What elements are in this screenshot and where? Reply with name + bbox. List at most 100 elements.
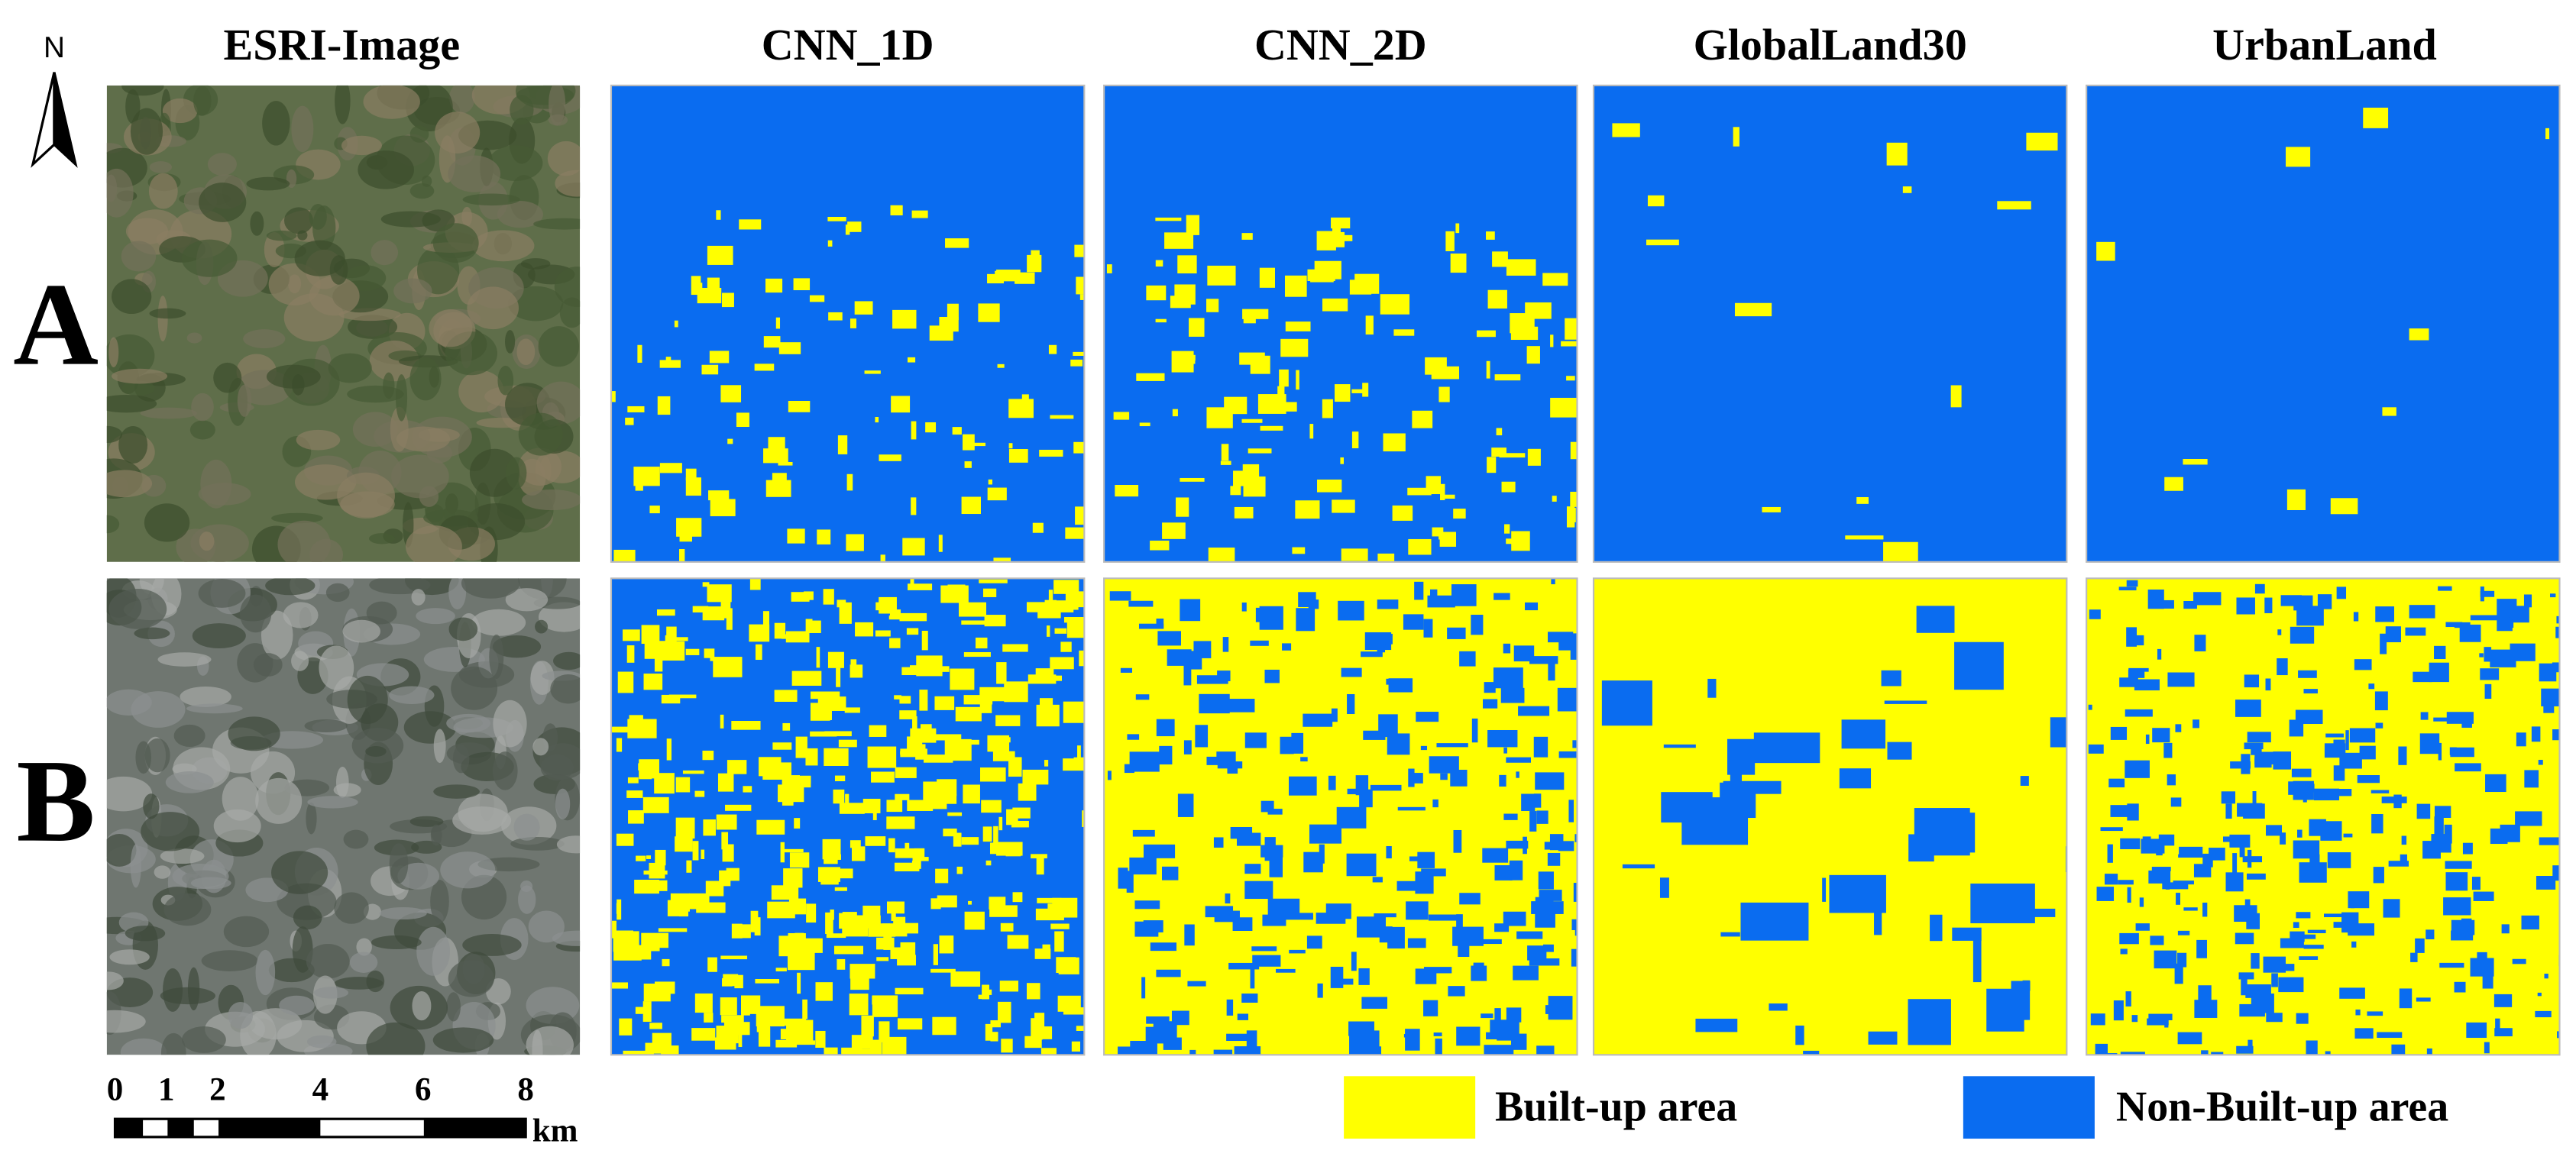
- map-patch: [1159, 745, 1173, 765]
- map-patch: [934, 696, 955, 710]
- map-patch: [1822, 877, 1827, 902]
- texture: [243, 329, 286, 349]
- panel-border: [2086, 577, 2561, 1056]
- map-patch: [1354, 273, 1380, 294]
- map-patch: [702, 582, 710, 587]
- texture: [368, 533, 395, 544]
- map-patch: [1332, 222, 1341, 239]
- texture: [510, 95, 534, 125]
- map-patch: [1077, 745, 1081, 764]
- map-patch: [2089, 609, 2101, 619]
- map-patch: [902, 538, 925, 556]
- map-patch: [2151, 867, 2171, 871]
- map-patch: [996, 662, 1007, 684]
- map-patch: [827, 704, 832, 720]
- map-patch: [765, 278, 783, 293]
- map-patch: [628, 810, 644, 824]
- panel-border: [1592, 577, 2068, 1056]
- map-patch: [2420, 712, 2429, 720]
- map-patch: [1365, 315, 1374, 335]
- map-patch: [1004, 681, 1028, 703]
- texture: [505, 330, 516, 354]
- map-patch: [1074, 244, 1085, 257]
- map-patch: [921, 630, 928, 651]
- texture: [492, 751, 518, 790]
- map-patch: [978, 303, 1000, 322]
- panel-border: [1103, 84, 1578, 563]
- map-patch: [1183, 661, 1192, 686]
- map-patch: [2177, 952, 2187, 968]
- map-patch: [665, 635, 671, 655]
- map-patch: [627, 777, 639, 784]
- map-patch: [2199, 868, 2204, 877]
- texture: [532, 738, 549, 756]
- map-patch: [1762, 506, 1781, 512]
- texture: [555, 788, 571, 819]
- map-patch: [934, 734, 962, 741]
- map-patch: [2399, 988, 2413, 1009]
- texture: [294, 240, 345, 276]
- map-patch: [2555, 626, 2560, 638]
- map-patch: [1723, 780, 1782, 794]
- map-patch: [2278, 977, 2304, 993]
- texture: [193, 86, 212, 116]
- map-patch: [719, 870, 731, 887]
- map-patch: [1521, 793, 1536, 811]
- map-patch: [1164, 232, 1194, 249]
- legend-label: Non-Built-up area: [2116, 1083, 2448, 1130]
- map-patch: [2277, 658, 2288, 676]
- map-patch: [2454, 622, 2471, 628]
- scale-bar: [113, 1117, 527, 1139]
- map-patch: [1459, 651, 1476, 667]
- map-patch: [834, 854, 841, 860]
- map-patch: [837, 435, 848, 454]
- map-patch: [1552, 496, 1557, 502]
- map-patch: [1413, 773, 1423, 784]
- texture: [106, 334, 155, 378]
- map-patch: [1155, 217, 1182, 221]
- map-patch: [2293, 840, 2320, 859]
- map-patch: [1566, 506, 1575, 528]
- map-patch: [1486, 360, 1490, 379]
- map-patch: [1551, 579, 1555, 585]
- map-patch: [1054, 628, 1067, 634]
- map-patch: [997, 364, 1005, 368]
- map-patch: [1500, 687, 1525, 703]
- map-patch: [2438, 586, 2452, 591]
- map-patch: [1397, 806, 1426, 811]
- map-patch: [1241, 418, 1263, 423]
- map-patch: [992, 751, 1015, 761]
- map-patch: [738, 1033, 743, 1047]
- map-patch: [1227, 764, 1238, 774]
- map-patch: [1280, 338, 1309, 357]
- map-patch: [940, 585, 969, 603]
- texture: [366, 1022, 426, 1055]
- panel-border: [610, 84, 1086, 563]
- map-patch: [1241, 994, 1258, 1003]
- map-patch: [1008, 449, 1028, 463]
- map-patch: [1338, 600, 1364, 621]
- map-patch: [850, 659, 857, 667]
- map-patch: [637, 344, 642, 363]
- map-patch: [1134, 900, 1160, 910]
- map-patch: [1264, 669, 1280, 683]
- texture: [334, 977, 383, 990]
- map-patch: [2419, 733, 2440, 754]
- map-patch: [1267, 809, 1283, 815]
- texture: [135, 741, 152, 774]
- map-patch: [772, 742, 792, 750]
- map-patch: [854, 301, 873, 315]
- map-patch: [2290, 626, 2315, 644]
- map-patch: [1228, 962, 1260, 970]
- map-patch: [839, 803, 865, 814]
- map-patch: [1217, 670, 1231, 682]
- texture: [163, 893, 212, 926]
- map-patch: [841, 1047, 862, 1055]
- map-patch: [1516, 771, 1519, 778]
- map-patch: [1438, 534, 1450, 540]
- texture: [279, 995, 315, 1016]
- map-patch: [1065, 591, 1085, 608]
- map-patch: [756, 1006, 785, 1027]
- texture: [186, 703, 243, 714]
- map-patch: [1954, 641, 2004, 690]
